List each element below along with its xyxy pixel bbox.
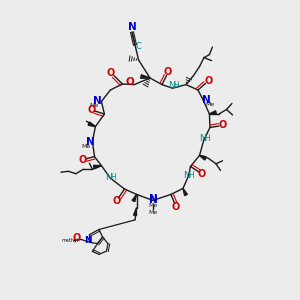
Text: O: O: [172, 202, 180, 212]
Text: N: N: [183, 171, 190, 180]
Text: N: N: [93, 96, 102, 106]
Text: Me: Me: [90, 103, 99, 108]
Text: N: N: [202, 95, 211, 105]
Polygon shape: [141, 75, 150, 78]
Text: Me: Me: [82, 144, 91, 148]
Text: N: N: [168, 81, 175, 90]
Text: N: N: [85, 136, 94, 147]
Text: O: O: [87, 105, 96, 115]
Text: O: O: [198, 169, 206, 179]
Text: O: O: [78, 155, 86, 165]
Polygon shape: [88, 122, 95, 127]
Text: O: O: [204, 76, 212, 86]
Text: O: O: [107, 68, 115, 78]
Text: Me: Me: [206, 102, 214, 107]
Text: N: N: [84, 236, 92, 245]
Text: N: N: [148, 194, 158, 204]
Text: O: O: [126, 76, 135, 87]
Polygon shape: [134, 208, 136, 216]
Text: C: C: [135, 42, 141, 51]
Text: O: O: [73, 233, 81, 243]
Text: N: N: [105, 173, 112, 182]
Text: H: H: [110, 173, 116, 182]
Text: N: N: [148, 195, 158, 206]
Text: N: N: [128, 22, 136, 32]
Polygon shape: [94, 165, 101, 169]
Polygon shape: [209, 111, 216, 114]
Text: O: O: [218, 121, 226, 130]
Text: Me: Me: [148, 203, 158, 208]
Text: O: O: [112, 196, 121, 206]
Text: O: O: [164, 68, 172, 77]
Polygon shape: [132, 194, 136, 202]
Text: Me: Me: [148, 210, 158, 215]
Text: H: H: [204, 134, 210, 143]
Polygon shape: [183, 188, 188, 196]
Polygon shape: [200, 155, 206, 160]
Text: H: H: [173, 81, 179, 90]
Text: N: N: [199, 134, 206, 143]
Text: H: H: [188, 171, 194, 180]
Text: methyl: methyl: [61, 238, 79, 243]
